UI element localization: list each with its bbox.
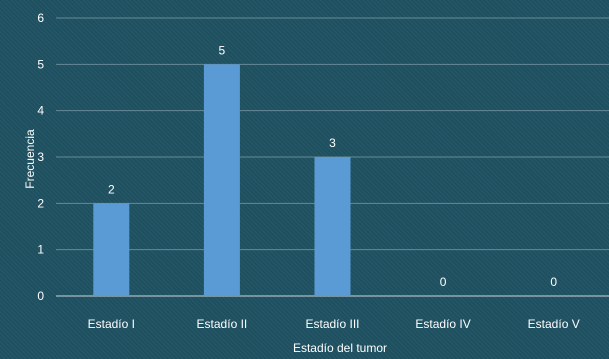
y-tick-label: 3 (37, 150, 44, 164)
data-label: 5 (219, 43, 226, 57)
y-tick-label: 5 (37, 57, 44, 71)
data-label: 0 (440, 275, 447, 289)
y-axis-tick-labels: 0 1 2 3 4 5 6 (37, 11, 44, 303)
data-label: 3 (329, 136, 336, 150)
y-tick-label: 6 (37, 11, 44, 25)
x-tick-label: Estadío IV (415, 317, 470, 331)
y-tick-label: 4 (37, 104, 44, 118)
y-tick-label: 1 (37, 243, 44, 257)
x-tick-label: Estadío III (305, 317, 359, 331)
bar-3 (314, 157, 351, 296)
x-tick-label: Estadío V (528, 317, 580, 331)
bar-2 (203, 64, 240, 296)
bars (93, 64, 351, 296)
x-tick-label: Estadío II (197, 317, 248, 331)
data-label: 0 (550, 275, 557, 289)
y-tick-label: 0 (37, 289, 44, 303)
y-axis-title: Frecuencia (23, 129, 37, 189)
data-labels: 2 5 3 0 0 (108, 43, 557, 289)
x-tick-label: Estadío I (88, 317, 135, 331)
bar-1 (93, 203, 130, 296)
data-label: 2 (108, 182, 115, 196)
y-tick-label: 2 (37, 196, 44, 210)
x-axis-tick-labels: Estadío I Estadío II Estadío III Estadío IV… (88, 317, 580, 331)
x-axis-title: Estadío del tumor (293, 341, 387, 355)
